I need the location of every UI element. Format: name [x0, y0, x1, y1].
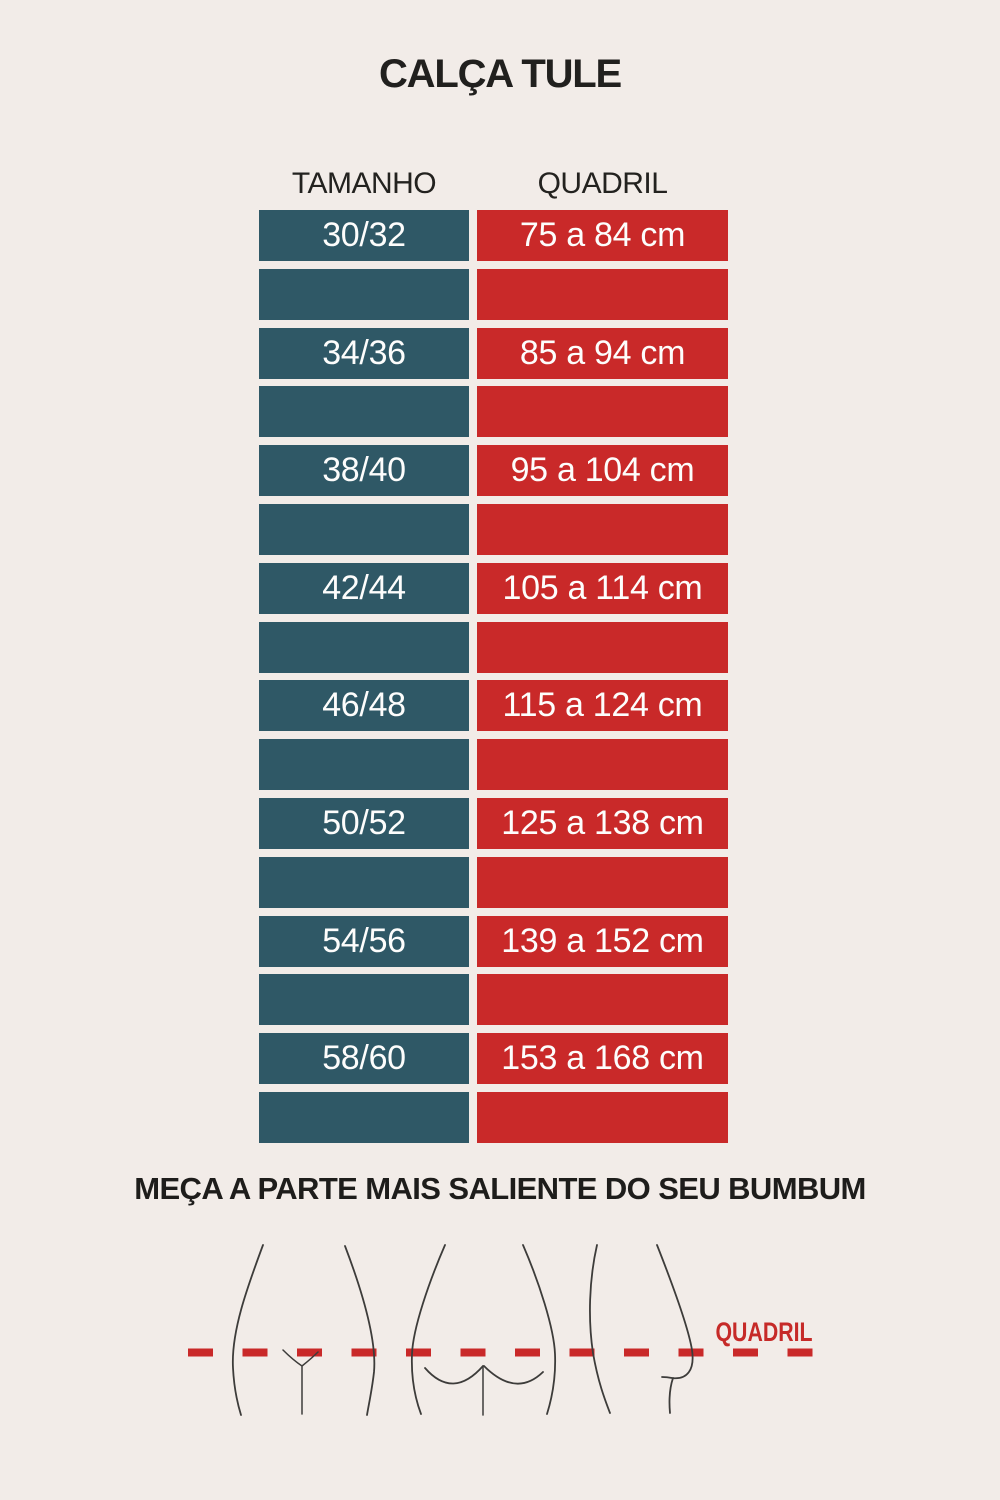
- size-cell: 34/36: [259, 327, 469, 379]
- buttock-curves: [424, 1365, 544, 1385]
- spacer-row: [259, 1091, 728, 1143]
- size-cell: 38/40: [259, 445, 469, 497]
- hip-cell: [477, 856, 728, 908]
- hip-cell: 153 a 168 cm: [477, 1033, 728, 1085]
- spacer-row: [259, 739, 728, 791]
- table-row: 34/36 85 a 94 cm: [259, 327, 728, 379]
- size-cell: 58/60: [259, 1033, 469, 1085]
- figure-side-view: [589, 1244, 694, 1414]
- hip-cell: 115 a 124 cm: [477, 680, 728, 732]
- hip-cell: [477, 503, 728, 555]
- size-cell: 50/52: [259, 797, 469, 849]
- table-row: 46/48 115 a 124 cm: [259, 680, 728, 732]
- hip-cell: 125 a 138 cm: [477, 797, 728, 849]
- table-row: 54/56 139 a 152 cm: [259, 915, 728, 967]
- back-left-outline: [410, 1244, 446, 1415]
- hip-cell: [477, 621, 728, 673]
- front-left-outline: [231, 1244, 264, 1416]
- hip-cell: [477, 1091, 728, 1143]
- hip-cell: 75 a 84 cm: [477, 210, 728, 261]
- spacer-row: [259, 974, 728, 1026]
- hip-cell: [477, 739, 728, 791]
- size-cell: 42/44: [259, 562, 469, 614]
- front-right-outline: [344, 1245, 376, 1416]
- hip-cell: 139 a 152 cm: [477, 915, 728, 967]
- table-row: 58/60 153 a 168 cm: [259, 1033, 728, 1085]
- table-row: 30/32 75 a 84 cm: [259, 210, 728, 261]
- hip-cell: [477, 386, 728, 438]
- spacer-row: [259, 856, 728, 908]
- side-back-outline: [656, 1244, 694, 1380]
- table-row: 38/40 95 a 104 cm: [259, 445, 728, 497]
- figure-front-view: [231, 1244, 376, 1416]
- hips-illustration: QUADRIL: [188, 1244, 813, 1416]
- figure-back-view: [410, 1244, 557, 1416]
- spacer-row: [259, 503, 728, 555]
- spacer-row: [259, 386, 728, 438]
- measurement-instruction: MEÇA A PARTE MAIS SALIENTE DO SEU BUMBUM: [134, 1171, 866, 1206]
- size-cell: 30/32: [259, 210, 469, 261]
- back-right-outline: [522, 1244, 557, 1415]
- side-thigh-line: [668, 1377, 674, 1414]
- size-cell: 54/56: [259, 915, 469, 967]
- size-cell: [259, 503, 469, 555]
- size-cell: [259, 856, 469, 908]
- size-cell: 46/48: [259, 680, 469, 732]
- size-cell: [259, 1091, 469, 1143]
- size-cell: [259, 974, 469, 1026]
- column-header-size: TAMANHO: [291, 167, 437, 200]
- hip-cell: [477, 974, 728, 1026]
- side-front-outline: [589, 1244, 611, 1414]
- table-row: 42/44 105 a 114 cm: [259, 562, 728, 614]
- front-crotch-lines: [282, 1349, 319, 1415]
- size-cell: [259, 386, 469, 438]
- page-title: CALÇA TULE: [378, 52, 622, 96]
- size-cell: [259, 739, 469, 791]
- table-row: 50/52 125 a 138 cm: [259, 797, 728, 849]
- hip-cell: [477, 268, 728, 320]
- spacer-row: [259, 621, 728, 673]
- spacer-row: [259, 268, 728, 320]
- size-table: 30/32 75 a 84 cm 34/36 85 a 94 cm 38/40 …: [259, 210, 728, 1143]
- size-cell: [259, 621, 469, 673]
- size-cell: [259, 268, 469, 320]
- hip-cell: 105 a 114 cm: [477, 562, 728, 614]
- hip-line-label: QUADRIL: [716, 1317, 813, 1347]
- hip-cell: 85 a 94 cm: [477, 327, 728, 379]
- hip-cell: 95 a 104 cm: [477, 445, 728, 497]
- column-header-hip: QUADRIL: [537, 167, 668, 200]
